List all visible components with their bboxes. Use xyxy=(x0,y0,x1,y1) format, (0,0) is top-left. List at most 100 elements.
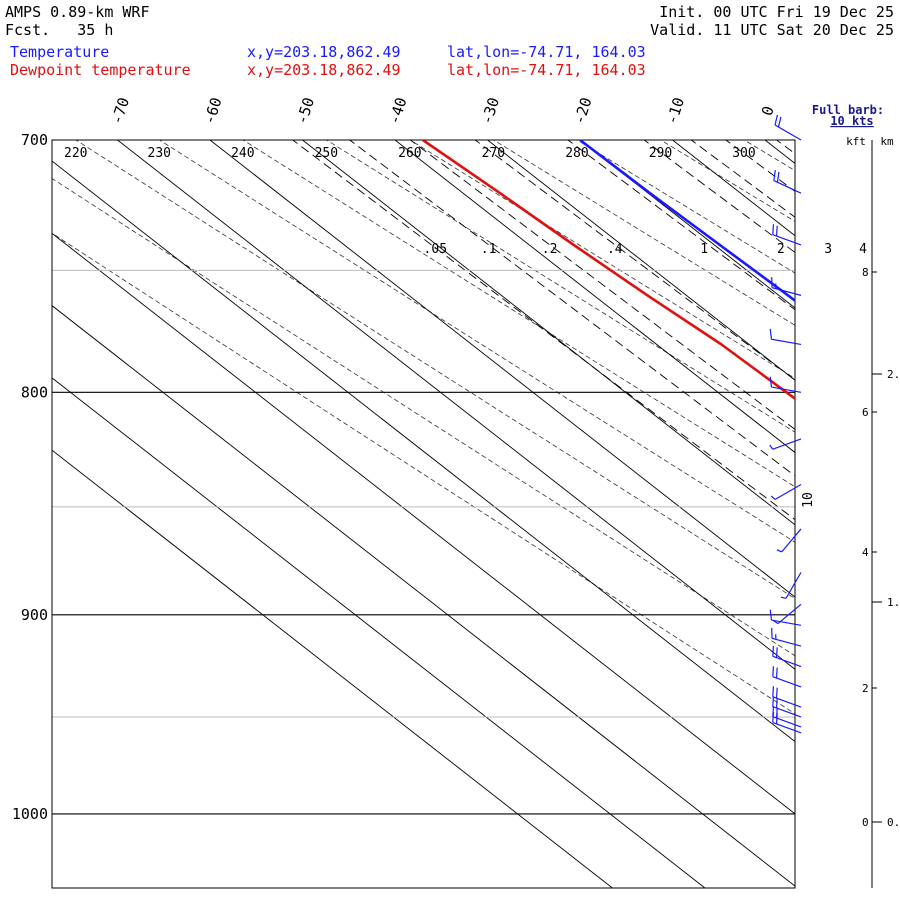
barb-staff xyxy=(771,287,802,296)
temperature-xy: x,y=203.18,862.49 xyxy=(247,43,401,61)
temperature-tick-label: -70 xyxy=(108,95,133,126)
wind-barbs xyxy=(769,114,802,734)
temperature-latlon: lat,lon=-74.71, 164.03 xyxy=(447,43,646,61)
isotherm xyxy=(209,140,795,598)
temperature-tick-label: -30 xyxy=(478,95,503,126)
dry-adiabats xyxy=(52,113,900,888)
barb-flag xyxy=(772,224,775,235)
barb-flag xyxy=(775,647,778,658)
barb-staff xyxy=(771,338,802,346)
barb-flag xyxy=(769,328,773,340)
wind-barb xyxy=(770,483,802,500)
barb-flag xyxy=(775,225,778,237)
dry-adiabat xyxy=(659,140,795,222)
mixing-ratio-label: .05 xyxy=(424,242,447,257)
barb-half-flag xyxy=(780,596,787,599)
height-axes: 8 6 4 2 0 2. 1. 0. xyxy=(862,140,900,888)
mixing-ratio-line xyxy=(643,140,795,253)
barb-flag xyxy=(777,116,782,128)
barb-flag xyxy=(772,712,775,723)
dry-adiabat xyxy=(52,178,795,657)
dewpoint-latlon: lat,lon=-74.71, 164.03 xyxy=(447,61,646,79)
barb-flag xyxy=(772,645,775,657)
km-label: km xyxy=(880,135,894,148)
barb-flag xyxy=(769,609,773,621)
isotherm xyxy=(579,140,795,309)
wind-barb xyxy=(769,328,802,346)
mixing-ratio-line xyxy=(474,140,795,381)
kft-tick-label: 6 xyxy=(862,406,869,419)
barb-staff xyxy=(771,637,802,647)
barb-flag xyxy=(769,376,773,388)
barb-staff xyxy=(773,180,802,194)
kft-tick-label: 2 xyxy=(862,682,869,695)
temperature-legend: Temperature xyxy=(10,43,110,61)
barb-flag xyxy=(772,666,775,677)
theta-label: 260 xyxy=(398,146,421,161)
barb-flag xyxy=(774,114,779,126)
wind-barb xyxy=(774,114,802,141)
isotherm xyxy=(394,140,795,454)
wind-barb xyxy=(769,609,802,626)
isotherm xyxy=(823,113,900,897)
barb-staff xyxy=(785,572,802,599)
mixing-ratio-line xyxy=(567,140,795,311)
barb-staff xyxy=(774,483,802,500)
mixing-ratio-line xyxy=(775,140,795,155)
barb-staff xyxy=(774,124,802,141)
barb-flag xyxy=(776,171,780,183)
isotherm xyxy=(116,140,795,670)
wind-barb xyxy=(773,170,802,194)
model-title: AMPS 0.89-km WRF xyxy=(5,3,150,21)
dewpoint-legend: Dewpoint temperature xyxy=(10,61,191,79)
theta-label: 230 xyxy=(148,146,171,161)
isotherm xyxy=(301,140,795,526)
wind-barb xyxy=(772,645,802,668)
dry-adiabat xyxy=(409,140,795,379)
kft-tick-label: 4 xyxy=(862,546,869,559)
theta-label: 290 xyxy=(649,146,672,161)
mixing-ratio-line xyxy=(777,113,900,897)
wind-barb xyxy=(780,572,802,599)
theta-label: 240 xyxy=(231,146,254,161)
dewpoint-xy: x,y=203.18,862.49 xyxy=(247,61,401,79)
isotherm xyxy=(52,305,795,887)
temperature-tick-label: -10 xyxy=(663,95,688,126)
dry-adiabat xyxy=(782,113,900,888)
mixing-ratio-label: .2 xyxy=(542,242,558,257)
init-time: Init. 00 UTC Fri 19 Dec 25 xyxy=(659,3,894,21)
forecast-hour: Fcst. 35 h xyxy=(5,21,114,39)
pressure-tick-label: 900 xyxy=(21,606,48,624)
temperature-tick-label: -60 xyxy=(200,95,225,126)
wind-barb xyxy=(769,376,802,393)
theta-label: 300 xyxy=(732,146,755,161)
kft-label: kft xyxy=(846,135,866,148)
theta-label: 220 xyxy=(64,146,87,161)
profile-lines xyxy=(422,140,795,401)
mixing-ratio-line xyxy=(409,140,795,430)
isotherm xyxy=(52,160,795,743)
barb-half-flag xyxy=(769,444,774,450)
dry-adiabat xyxy=(866,113,900,888)
mixing-ratio-line xyxy=(292,140,795,521)
barb-flag xyxy=(772,696,775,707)
theta-label: 250 xyxy=(315,146,338,161)
temperature-tick-label: -40 xyxy=(385,95,410,126)
temperature-tick-label: 0 xyxy=(758,104,778,118)
dry-adiabat xyxy=(492,140,795,326)
wind-barb xyxy=(772,666,802,688)
barb-staff xyxy=(772,234,802,246)
barb-note-line1: Full barb: xyxy=(812,103,884,117)
isotherm xyxy=(52,232,795,815)
temperature-tick-label: -20 xyxy=(570,95,595,126)
isotherms xyxy=(52,113,900,897)
wind-barb xyxy=(772,224,802,246)
barb-staff xyxy=(772,676,802,688)
km-tick-label: 0. xyxy=(887,816,900,829)
pressure-tick-label: 700 xyxy=(21,131,48,149)
temperature-profile xyxy=(579,140,795,303)
dry-adiabat xyxy=(75,140,795,599)
barb-flag xyxy=(775,697,778,709)
wind-barb xyxy=(771,627,802,647)
mixing-ratio-line xyxy=(831,113,900,897)
